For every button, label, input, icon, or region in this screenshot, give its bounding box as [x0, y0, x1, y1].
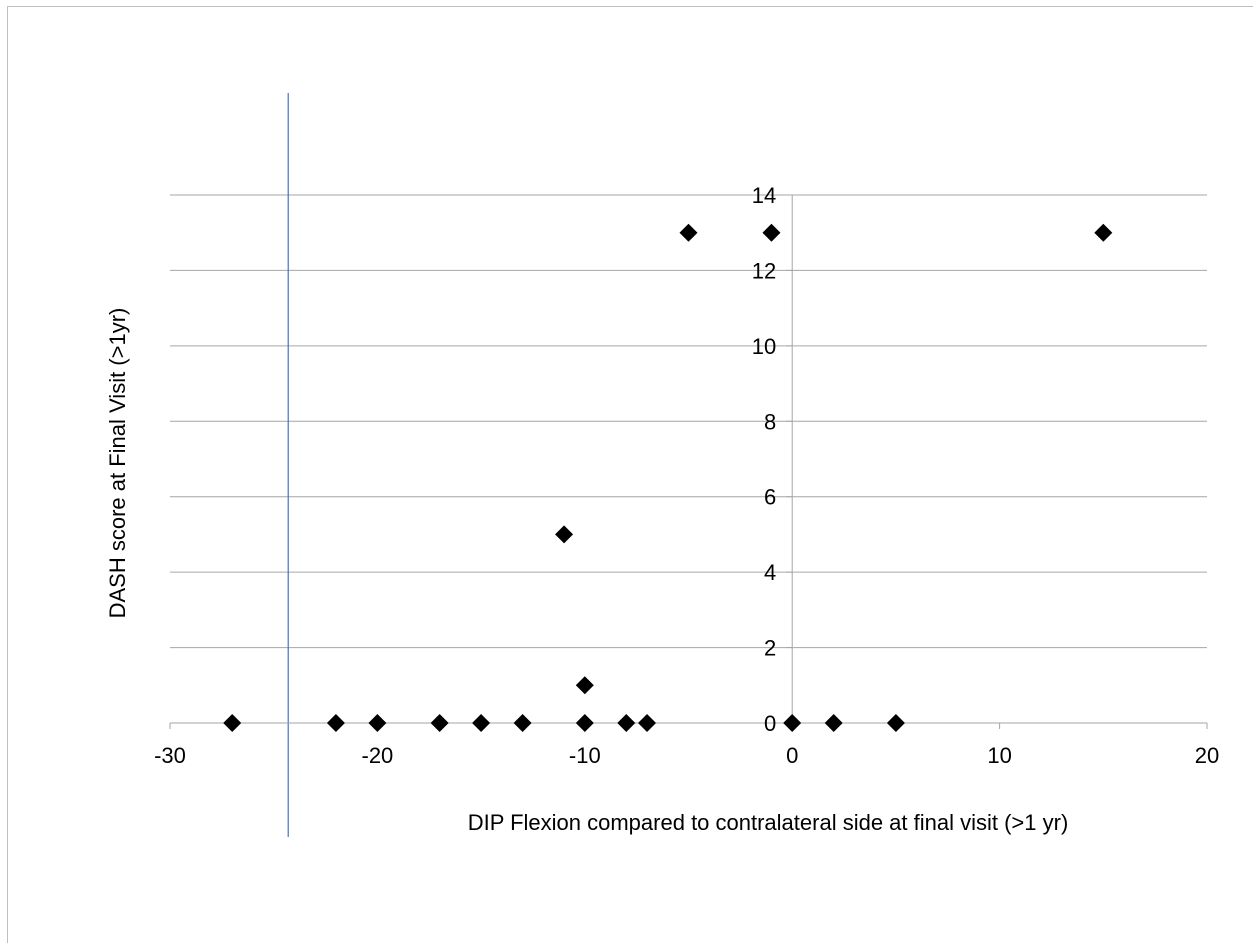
data-points [223, 223, 1113, 732]
data-point [762, 223, 781, 242]
y-tick-label: 14 [752, 183, 776, 208]
y-tick-label: 2 [764, 636, 776, 661]
data-point [368, 714, 387, 732]
data-point [513, 714, 532, 732]
data-point [326, 714, 345, 732]
y-tick-label: 6 [764, 485, 776, 510]
data-point [638, 714, 657, 732]
data-point [223, 714, 242, 732]
y-tick-label: 0 [764, 711, 776, 736]
x-tick-label: -30 [154, 743, 186, 768]
axes [169, 194, 1208, 729]
data-point [886, 714, 905, 732]
tick-labels: -30 -20 -10 0 10 20 0 2 4 6 8 10 12 14 [154, 183, 1219, 768]
y-tick-label: 4 [764, 560, 776, 585]
data-point [824, 714, 843, 732]
x-tick-label: -10 [569, 743, 601, 768]
data-point [1094, 223, 1113, 242]
x-tick-label: -20 [362, 743, 394, 768]
data-point [575, 676, 594, 695]
data-point [430, 714, 449, 732]
data-point [575, 714, 594, 732]
x-tick-label: 20 [1195, 743, 1219, 768]
data-point [783, 714, 802, 732]
y-axis-title: DASH score at Final Visit (>1yr) [105, 308, 130, 619]
x-axis-title: DIP Flexion compared to contralateral si… [468, 810, 1069, 835]
y-tick-label: 12 [752, 258, 776, 283]
x-tick-label: 0 [786, 743, 798, 768]
chart-area [7, 6, 1253, 943]
y-tick-label: 10 [752, 334, 776, 359]
gridlines [170, 194, 1207, 649]
data-point [679, 223, 698, 242]
data-point [472, 714, 491, 732]
data-point [555, 525, 574, 544]
y-tick-label: 8 [764, 409, 776, 434]
data-point [617, 714, 636, 732]
x-tick-label: 10 [987, 743, 1011, 768]
